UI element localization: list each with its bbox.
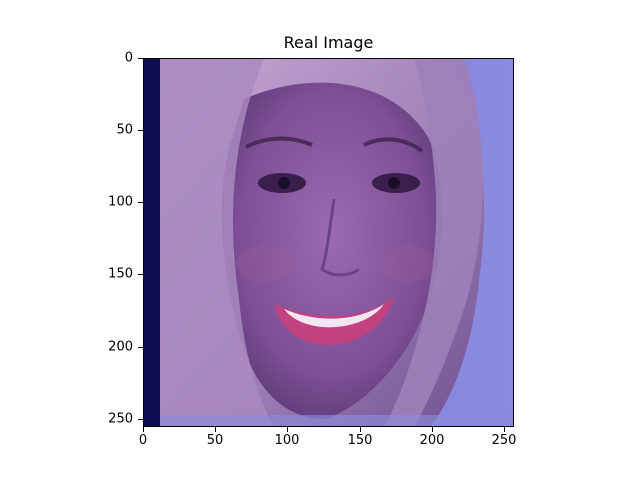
image-axes [143,58,514,427]
x-tick-label: 200 [419,433,445,448]
y-tick-mark [138,347,143,348]
y-tick-label: 250 [108,411,133,427]
teeth [284,304,384,328]
x-tick-label: 0 [138,433,148,448]
y-tick-label: 100 [108,194,133,210]
y-tick-label: 0 [124,50,133,66]
x-tick-mark [143,427,144,432]
x-tick-label: 150 [347,433,373,448]
x-tick-mark [504,427,505,432]
y-tick-mark [138,130,143,131]
y-tick-mark [138,419,143,420]
y-tick-mark [138,274,143,275]
y-tick-label: 150 [108,266,133,282]
x-tick-mark [287,427,288,432]
left-band [144,59,160,426]
x-tick-label: 250 [491,433,517,448]
x-tick-mark [215,427,216,432]
y-tick-mark [138,58,143,59]
y-tick-mark [138,202,143,203]
x-tick-label: 50 [206,433,224,448]
portrait-image [144,59,513,426]
x-tick-mark [432,427,433,432]
x-tick-label: 100 [274,433,300,448]
x-tick-mark [360,427,361,432]
y-tick-label: 50 [116,122,133,138]
face [221,82,443,419]
y-tick-label: 200 [108,339,133,355]
figure-title: Real Image [283,33,374,52]
